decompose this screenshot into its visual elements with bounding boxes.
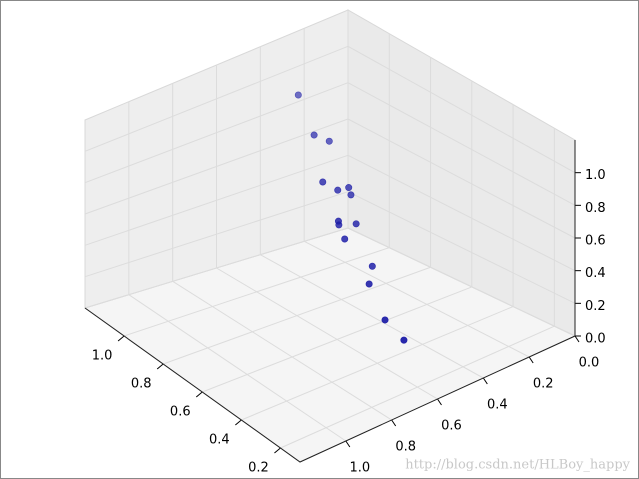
grid-line [172, 280, 392, 421]
z-tick-label: 0.2 [585, 299, 606, 314]
grid-line [84, 82, 349, 184]
point [345, 184, 353, 192]
tick-mark [528, 356, 534, 364]
tick-mark [482, 377, 488, 385]
grid-line [84, 45, 349, 152]
grid-line [347, 191, 576, 304]
tick-mark [345, 440, 351, 448]
tick-mark [117, 335, 125, 342]
point [310, 131, 318, 139]
grid-line [84, 227, 349, 309]
grid-line [347, 227, 576, 337]
grid-line [84, 118, 349, 215]
tick-mark [437, 398, 442, 406]
y-tick-label: 0.6 [170, 405, 191, 420]
grid-line [163, 266, 431, 365]
point [325, 137, 333, 145]
grid-line [303, 240, 530, 358]
z-tick-label: 0.4 [585, 266, 606, 281]
point [381, 316, 389, 324]
x-tick-label: 0.6 [441, 419, 462, 434]
point [334, 186, 342, 194]
point [347, 191, 355, 199]
y-tick-label: 0.8 [131, 377, 152, 392]
point [341, 235, 349, 243]
grid-line [84, 154, 349, 246]
watermark: http://blog.csdn.net/HLBoy_happy [405, 458, 630, 473]
z-tick-label: 1.0 [585, 168, 606, 183]
grid-line [216, 267, 438, 400]
grid-line [84, 191, 349, 278]
grid-line [202, 286, 472, 393]
z-tick-label: 0.6 [585, 234, 606, 249]
axis-line [84, 140, 576, 463]
tick-mark [574, 335, 580, 343]
point [400, 336, 408, 344]
point [365, 280, 373, 288]
point [352, 220, 360, 228]
grid-line [241, 306, 514, 421]
grid-line [128, 294, 347, 442]
x-tick-label: 0.4 [487, 398, 508, 413]
x-tick-label: 0.2 [533, 377, 554, 392]
x-tick-label: 1.0 [349, 461, 370, 476]
point [294, 91, 302, 99]
point [368, 262, 376, 270]
grid-line [123, 247, 390, 337]
y-tick-label: 0.4 [209, 433, 230, 448]
grid-line [280, 325, 555, 449]
point [335, 221, 343, 229]
tick-mark [235, 419, 242, 426]
grid-line [260, 254, 484, 379]
tick-mark [156, 363, 164, 370]
tick-mark [195, 391, 203, 398]
point [319, 178, 327, 186]
grid-line [347, 45, 576, 174]
tick-mark [274, 447, 281, 454]
y-tick-label: 0.2 [248, 461, 269, 476]
grid-line [347, 154, 576, 272]
grid-line [347, 82, 576, 206]
x-tick-label: 0.8 [395, 440, 416, 455]
grid-line [347, 118, 576, 239]
tick-mark [391, 419, 397, 427]
z-tick-label: 0.0 [585, 332, 606, 347]
y-tick-label: 1.0 [92, 349, 113, 364]
x-tick-label: 0.0 [579, 356, 600, 371]
z-tick-label: 0.8 [585, 201, 606, 216]
